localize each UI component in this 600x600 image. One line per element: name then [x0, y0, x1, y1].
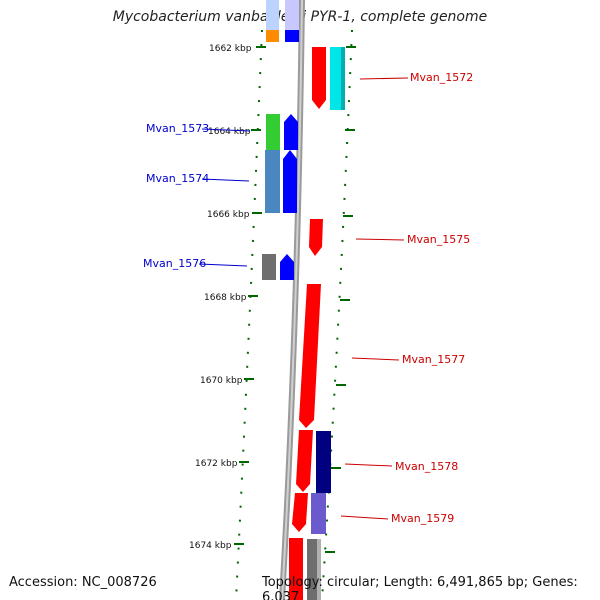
gene-label-mvan-1579: Mvan_1579: [391, 512, 454, 525]
gene-arrow-mvan-1579: [292, 493, 308, 532]
cog-bar-mvan-1578: [316, 431, 331, 493]
cog-bar-mvan-1579: [311, 493, 326, 534]
partial-genes-top: [266, 0, 299, 42]
gene-label-mvan-1575: Mvan_1575: [407, 233, 470, 246]
gene-mvan-1577[interactable]: Mvan_1577: [299, 284, 465, 428]
label-line-mvan-1579: [340, 515, 389, 520]
partial-genes-bottom: [289, 538, 321, 600]
reverse-gene-top-highlight: [285, 0, 299, 30]
gene-arrow-mvan-1578: [296, 430, 313, 492]
gene-label-mvan-1574: Mvan_1574: [146, 172, 209, 185]
gene-mvan-1576[interactable]: Mvan_1576: [143, 254, 294, 280]
genome-backbone: [279, 0, 305, 600]
gene-label-mvan-1577: Mvan_1577: [402, 353, 465, 366]
gene-label-mvan-1576: Mvan_1576: [143, 257, 206, 270]
gene-arrow-mvan-1577: [299, 284, 321, 428]
label-line-mvan-1576: [198, 263, 248, 267]
tick-label: 1666 kbp: [207, 210, 250, 220]
tick-label: 1672 kbp: [195, 459, 238, 469]
topology-text: Topology: circular; Length: 6,491,865 bp…: [262, 575, 578, 600]
gene-label-mvan-1573: Mvan_1573: [146, 122, 209, 135]
tick-label: 1664 kbp: [208, 127, 251, 137]
gene-mvan-1572[interactable]: Mvan_1572: [312, 47, 473, 110]
forward-gene-bottom: [289, 538, 303, 600]
gene-arrow-mvan-1576: [280, 254, 294, 280]
accession-text: Accession: NC_008726: [9, 575, 157, 590]
gene-label-mvan-1572: Mvan_1572: [410, 71, 473, 84]
tick-label: 1668 kbp: [204, 293, 247, 303]
gene-arrow-mvan-1575: [309, 219, 323, 256]
label-line-mvan-1575: [355, 238, 405, 241]
label-line-mvan-1574: [201, 178, 250, 182]
major-ticks: [234, 46, 356, 553]
gene-label-mvan-1578: Mvan_1578: [395, 460, 458, 473]
gene-mvan-1579[interactable]: Mvan_1579: [292, 493, 454, 534]
label-line-mvan-1577: [351, 357, 400, 361]
gene-mvan-1578[interactable]: Mvan_1578: [296, 430, 458, 493]
cog-bar-mvan-1574: [265, 150, 280, 213]
cog-bar-lightblue: [266, 0, 279, 30]
gene-mvan-1575[interactable]: Mvan_1575: [309, 219, 470, 256]
cog-bar-mvan-1573: [266, 114, 280, 150]
tick-label: 1670 kbp: [200, 376, 243, 386]
gene-arrow-mvan-1573: [284, 114, 298, 150]
gene-mvan-1574[interactable]: Mvan_1574: [146, 150, 297, 213]
gene-mvan-1573[interactable]: Mvan_1573: [146, 114, 298, 150]
gene-arrow-mvan-1572: [312, 47, 326, 109]
gene-arrow-mvan-1574: [283, 150, 297, 213]
cog-bar-mvan-1576: [262, 254, 276, 280]
tick-label: 1662 kbp: [209, 44, 252, 54]
tick-label: 1674 kbp: [189, 541, 232, 551]
label-line-mvan-1573: [201, 128, 251, 132]
tick-labels: 1662 kbp 1664 kbp 1666 kbp 1668 kbp 1670…: [189, 44, 252, 551]
label-line-mvan-1578: [344, 463, 393, 467]
label-line-mvan-1572: [359, 77, 409, 80]
